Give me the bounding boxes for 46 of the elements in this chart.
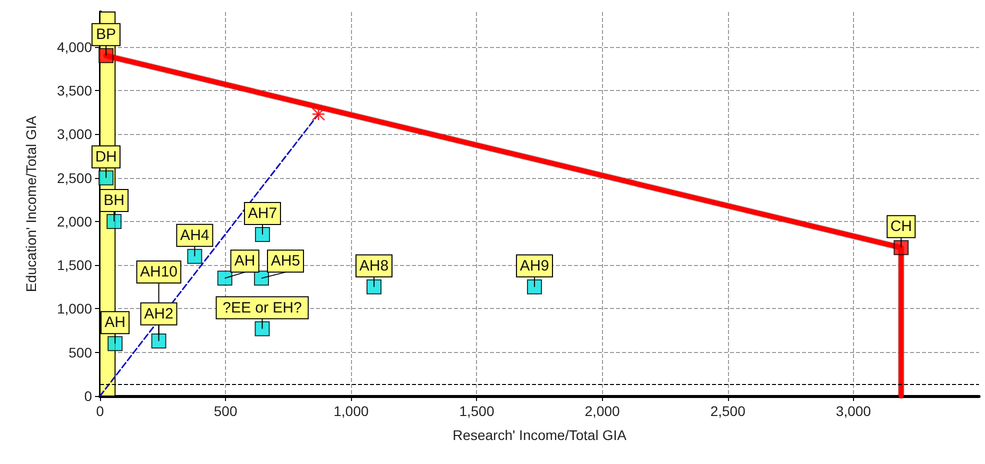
y-tick-label: 3,500 [56, 82, 92, 99]
y-tick-label: 1,500 [56, 257, 92, 274]
annotation: AH [234, 252, 256, 270]
annotation: ?EE or EH? [222, 299, 302, 316]
y-tick-label: 1,000 [56, 300, 92, 317]
y-tick-label: 0 [84, 388, 92, 404]
annotation: AH5 [270, 252, 300, 270]
point [254, 321, 270, 336]
y-tick-label: 2,000 [56, 213, 92, 230]
point [366, 279, 382, 294]
annotation: AH8 [359, 257, 389, 274]
x-tick-label: 500 [214, 403, 238, 419]
point [254, 270, 269, 286]
x-tick-label: 3,000 [836, 403, 872, 419]
annotation: AH2 [144, 305, 174, 322]
x-tick-label: 1,500 [459, 403, 494, 419]
x-tick-label: 2,500 [710, 403, 746, 419]
annotation: AH10 [140, 264, 178, 281]
point [217, 270, 232, 286]
annotation: BP [96, 26, 116, 44]
y-tick-label: 2,500 [56, 170, 92, 186]
x-tick-label: 2,000 [584, 403, 620, 419]
annotation: AH7 [248, 205, 278, 222]
point [894, 240, 909, 256]
point [98, 48, 114, 64]
x-axis-title: Research' Income/Total GIA [452, 427, 628, 443]
annotation: AH4 [180, 226, 210, 244]
point [254, 227, 270, 242]
point [312, 107, 326, 121]
point [187, 248, 202, 264]
annotation: BH [104, 192, 124, 209]
annotation: DH [95, 148, 117, 166]
annotation: CH [890, 218, 912, 236]
y-tick-label: 500 [68, 344, 92, 360]
annotation: AH9 [520, 257, 550, 274]
y-tick-label: 4,000 [56, 38, 92, 55]
point [526, 279, 542, 294]
point [106, 214, 122, 229]
x-tick-label: 1,000 [334, 403, 369, 419]
point [151, 334, 166, 349]
y-tick-label: 3,000 [56, 126, 92, 142]
y-axis-title: Education' Income/Total GIA [23, 115, 39, 292]
annotation: AH [104, 314, 126, 332]
point [108, 336, 123, 352]
x-tick-label: 0 [96, 403, 104, 419]
point [98, 170, 114, 186]
